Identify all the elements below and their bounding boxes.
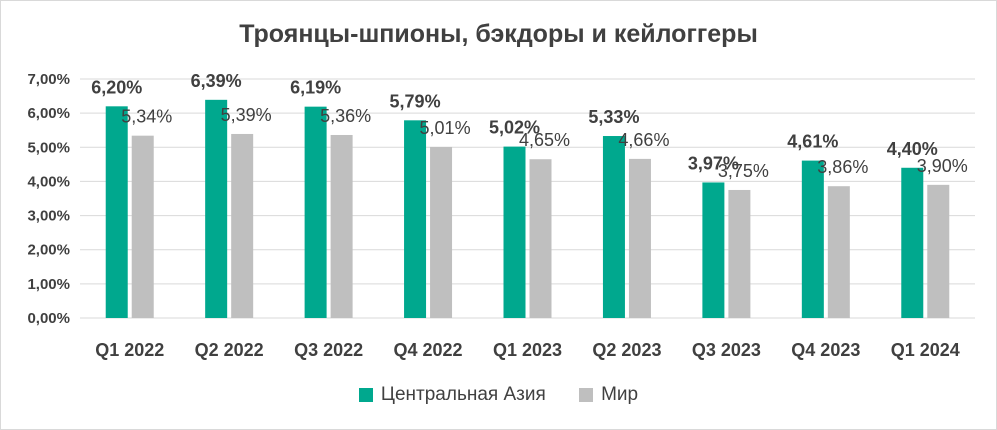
legend-label-series-1: Центральная Азия [380, 384, 546, 405]
data-label-central-asia: 6,39% [191, 71, 242, 91]
data-label-world: 5,36% [320, 106, 371, 126]
y-tick-label: 4,00% [27, 173, 70, 190]
legend-swatch-series-1 [358, 388, 373, 402]
x-tick-label: Q3 2023 [692, 340, 761, 360]
chart-title: Троянцы-шпионы, бэкдоры и кейлоггеры [239, 20, 758, 48]
legend-swatch-series-2 [579, 388, 594, 402]
data-label-central-asia: 4,61% [787, 132, 838, 152]
bar-central-asia [304, 106, 327, 318]
legend-item-series-1: Центральная Азия [358, 384, 546, 406]
bar-world [827, 186, 850, 318]
x-tick-label: Q1 2023 [493, 340, 562, 360]
data-label-central-asia: 3,97% [688, 153, 739, 173]
y-tick-label: 2,00% [27, 242, 70, 259]
bar-central-asia [901, 167, 924, 318]
data-label-central-asia: 5,33% [588, 107, 639, 127]
data-label-world: 3,75% [718, 161, 769, 181]
data-label-world: 3,90% [917, 156, 968, 176]
y-tick-label: 0,00% [27, 310, 70, 327]
bar-central-asia [801, 160, 824, 318]
data-label-world: 5,34% [121, 107, 172, 127]
y-tick-label: 3,00% [27, 208, 70, 225]
data-label-central-asia: 4,40% [887, 139, 938, 159]
x-tick-label: Q4 2022 [394, 340, 463, 360]
data-label-world: 4,65% [519, 130, 570, 150]
bar-world [728, 189, 751, 318]
x-tick-label: Q4 2023 [791, 340, 860, 360]
bar-central-asia [105, 106, 128, 318]
bar-world [529, 159, 552, 318]
data-label-world: 5,01% [420, 118, 471, 138]
y-tick-label: 6,00% [27, 105, 70, 122]
bar-world [330, 134, 353, 318]
legend: Центральная Азия Мир [0, 384, 997, 408]
bar-central-asia [602, 136, 625, 318]
y-tick-label: 1,00% [27, 276, 70, 293]
data-label-world: 5,39% [221, 105, 272, 125]
bar-central-asia [404, 120, 427, 318]
bar-world [430, 146, 453, 318]
data-label-world: 3,86% [817, 157, 868, 177]
data-label-central-asia: 6,19% [290, 78, 341, 98]
bar-world [231, 133, 254, 318]
data-label-central-asia: 6,20% [91, 77, 142, 97]
y-tick-label: 7,00% [27, 71, 70, 88]
y-tick-label: 5,00% [27, 139, 70, 156]
bar-world [628, 158, 651, 318]
x-tick-label: Q2 2023 [592, 340, 661, 360]
x-tick-label: Q3 2022 [294, 340, 363, 360]
bar-central-asia [205, 99, 228, 318]
legend-item-series-2: Мир [579, 384, 638, 406]
x-tick-label: Q1 2024 [891, 340, 960, 360]
bar-world [927, 184, 950, 318]
bar-world [131, 135, 154, 318]
legend-label-series-2: Мир [601, 384, 639, 405]
bar-central-asia [702, 182, 725, 318]
data-label-central-asia: 5,02% [489, 118, 540, 138]
bar-central-asia [503, 146, 526, 318]
x-tick-label: Q1 2022 [95, 340, 164, 360]
data-label-world: 4,66% [618, 130, 669, 150]
data-label-central-asia: 5,79% [390, 91, 441, 111]
x-tick-label: Q2 2022 [195, 340, 264, 360]
